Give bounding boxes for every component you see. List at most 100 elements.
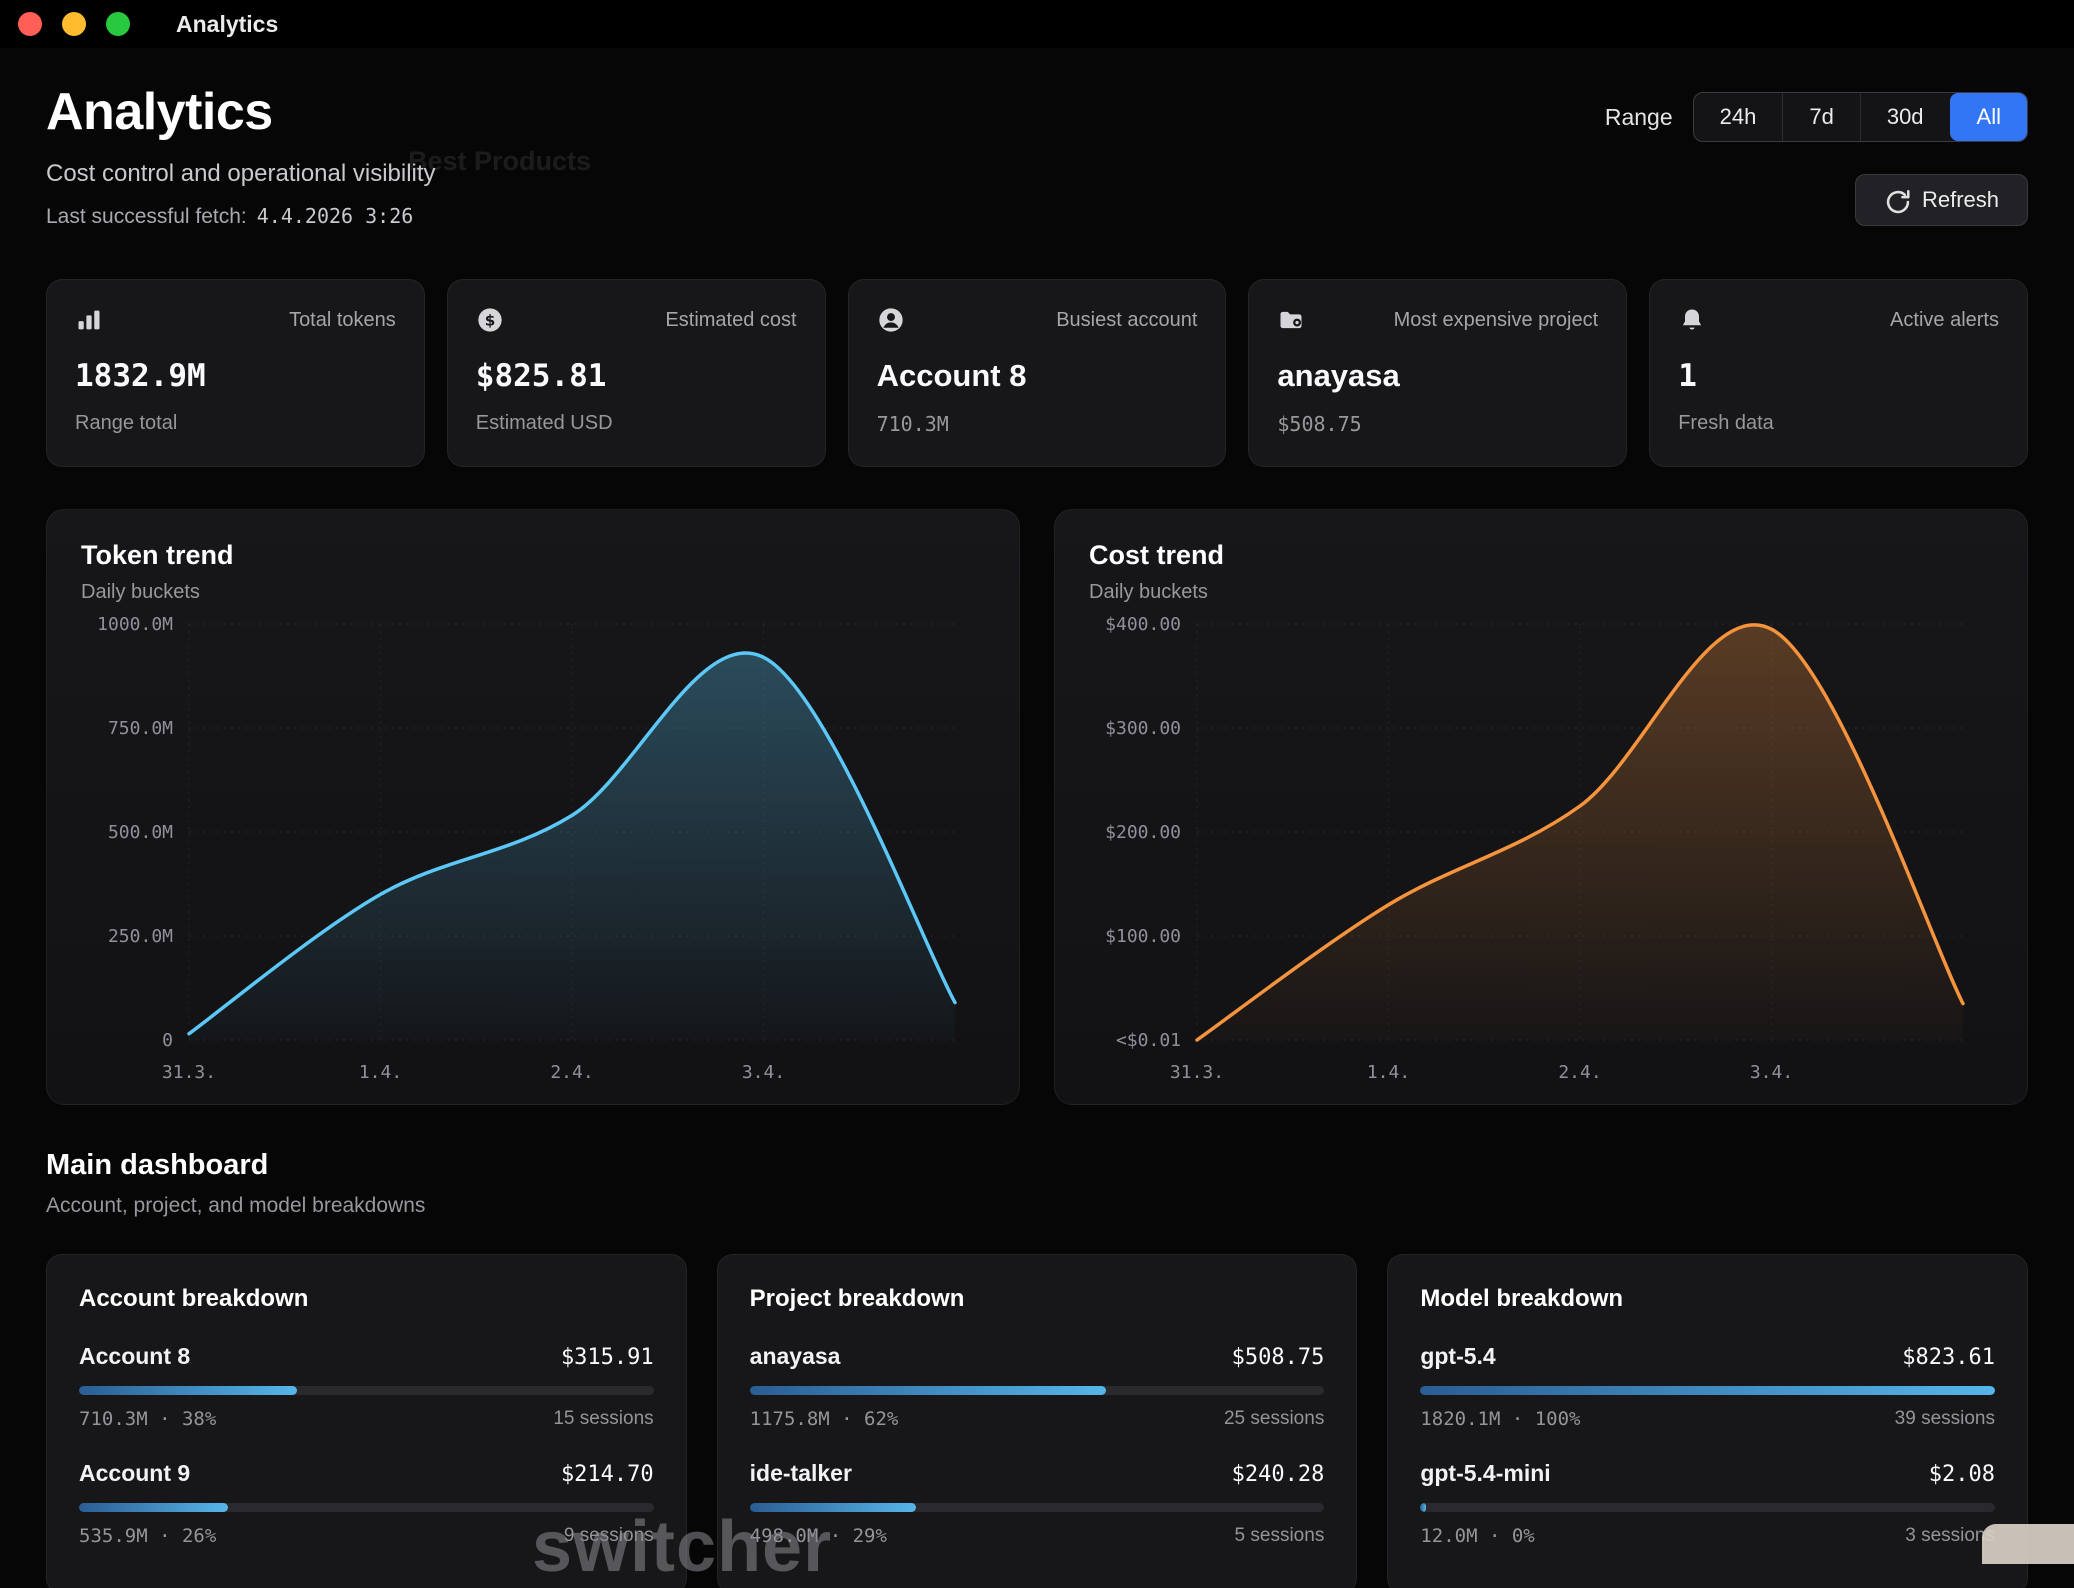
progress-fill: [750, 1386, 1106, 1395]
breakdown-row-account-9: Account 9 $214.70 535.9M · 26% 9 session…: [79, 1460, 654, 1547]
breakdown-item-amount: $240.28: [1232, 1462, 1325, 1487]
account-breakdown-card: Account breakdown Account 8 $315.91 710.…: [46, 1254, 687, 1588]
chart-subtitle: Daily buckets: [81, 581, 985, 604]
stat-sub: 710.3M: [877, 412, 1198, 436]
stat-value: 1832.9M: [75, 358, 396, 394]
dashboard-content: Analytics Cost control and operational v…: [0, 82, 2074, 1588]
window-title: Analytics: [176, 11, 278, 38]
progress-fill: [1420, 1503, 1426, 1512]
stat-sub: Range total: [75, 412, 396, 435]
chart-subtitle: Daily buckets: [1089, 581, 1993, 604]
page-subtitle: Cost control and operational visibility: [46, 160, 436, 188]
svg-text:<$0.01: <$0.01: [1116, 1030, 1181, 1051]
stat-value: Account 8: [877, 358, 1198, 394]
progress-fill: [750, 1503, 917, 1512]
breakdown-item-amount: $508.75: [1232, 1345, 1325, 1370]
svg-text:2.4.: 2.4.: [550, 1062, 593, 1083]
refresh-button[interactable]: Refresh: [1855, 174, 2028, 226]
minimize-window-button[interactable]: [62, 12, 86, 36]
stat-card-busiest-account: Busiest account Account 8 710.3M: [848, 279, 1227, 467]
close-window-button[interactable]: [18, 12, 42, 36]
refresh-label: Refresh: [1922, 187, 1999, 213]
breakdown-row-gpt-5-4-mini: gpt-5.4-mini $2.08 12.0M · 0% 3 sessions: [1420, 1460, 1995, 1547]
breakdown-item-meta: 498.0M · 29%: [750, 1525, 887, 1547]
last-fetch: Last successful fetch:4.4.2026 3:26: [46, 204, 436, 229]
breakdown-item-meta: 710.3M · 38%: [79, 1408, 216, 1430]
stat-sub: Estimated USD: [476, 412, 797, 435]
zoom-window-button[interactable]: [106, 12, 130, 36]
progress-track: [750, 1386, 1325, 1395]
range-option-7d[interactable]: 7d: [1782, 93, 1859, 141]
breakdown-title: Project breakdown: [750, 1285, 1325, 1313]
breakdown-row-anayasa: anayasa $508.75 1175.8M · 62% 25 session…: [750, 1343, 1325, 1430]
progress-fill: [79, 1503, 228, 1512]
breakdown-item-amount: $315.91: [561, 1345, 654, 1370]
breakdown-item-sessions: 25 sessions: [1224, 1408, 1324, 1430]
svg-text:0: 0: [162, 1030, 173, 1051]
person-icon: [877, 306, 905, 334]
breakdown-row: Account breakdown Account 8 $315.91 710.…: [46, 1254, 2028, 1588]
stat-label: Total tokens: [289, 309, 396, 332]
breakdown-item-name: ide-talker: [750, 1460, 852, 1487]
breakdown-item-meta: 12.0M · 0%: [1420, 1525, 1534, 1547]
svg-text:250.0M: 250.0M: [108, 926, 173, 947]
progress-track: [79, 1503, 654, 1512]
svg-text:1000.0M: 1000.0M: [97, 614, 173, 635]
svg-text:2.4.: 2.4.: [1558, 1062, 1601, 1083]
page-header: Analytics Cost control and operational v…: [46, 82, 2028, 229]
stat-card-total-tokens: Total tokens 1832.9M Range total: [46, 279, 425, 467]
svg-text:1.4.: 1.4.: [1367, 1062, 1410, 1083]
svg-text:31.3.: 31.3.: [1170, 1062, 1224, 1083]
breakdown-item-amount: $2.08: [1929, 1462, 1995, 1487]
stat-value: anayasa: [1277, 358, 1598, 394]
breakdown-item-amount: $214.70: [561, 1462, 654, 1487]
main-dashboard-title: Main dashboard: [46, 1149, 2028, 1182]
svg-text:$300.00: $300.00: [1105, 718, 1181, 739]
stat-label: Busiest account: [1056, 309, 1197, 332]
titlebar: Analytics: [0, 0, 2074, 48]
svg-text:$100.00: $100.00: [1105, 926, 1181, 947]
last-fetch-value: 4.4.2026 3:26: [257, 204, 414, 228]
svg-text:31.3.: 31.3.: [162, 1062, 216, 1083]
svg-text:500.0M: 500.0M: [108, 822, 173, 843]
token-trend-card: Token trend Daily buckets 0 250.0M 500.0M 7…: [46, 509, 1020, 1105]
model-breakdown-card: Model breakdown gpt-5.4 $823.61 1820.1M …: [1387, 1254, 2028, 1588]
range-option-24h[interactable]: 24h: [1694, 93, 1783, 141]
progress-fill: [79, 1386, 297, 1395]
svg-text:750.0M: 750.0M: [108, 718, 173, 739]
stat-value: 1: [1678, 358, 1999, 394]
breakdown-item-name: anayasa: [750, 1343, 841, 1370]
stat-card-most-expensive-project: Most expensive project anayasa $508.75: [1248, 279, 1627, 467]
page-header-left: Analytics Cost control and operational v…: [46, 82, 436, 229]
project-breakdown-card: Project breakdown anayasa $508.75 1175.8…: [717, 1254, 1358, 1588]
token-trend-plot: 0 250.0M 500.0M 750.0M 1000.0M 31.3. 1.4. 2.4. 3…: [81, 608, 985, 1088]
breakdown-row-ide-talker: ide-talker $240.28 498.0M · 29% 5 sessio…: [750, 1460, 1325, 1547]
range-segmented-control: 24h 7d 30d All: [1693, 92, 2028, 142]
chart-title: Token trend: [81, 540, 985, 571]
range-option-all[interactable]: All: [1950, 93, 2027, 141]
page-title: Analytics: [46, 82, 436, 142]
stat-sub: Fresh data: [1678, 412, 1999, 435]
range-option-30d[interactable]: 30d: [1860, 93, 1950, 141]
breakdown-item-sessions: 9 sessions: [564, 1525, 654, 1547]
breakdown-item-name: gpt-5.4: [1420, 1343, 1495, 1370]
range-row: Range 24h 7d 30d All: [1605, 92, 2028, 142]
svg-text:3.4.: 3.4.: [1750, 1062, 1793, 1083]
breakdown-item-sessions: 5 sessions: [1235, 1525, 1325, 1547]
svg-text:1.4.: 1.4.: [359, 1062, 402, 1083]
progress-track: [79, 1386, 654, 1395]
progress-track: [1420, 1503, 1995, 1512]
chart-title: Cost trend: [1089, 540, 1993, 571]
breakdown-item-meta: 535.9M · 26%: [79, 1525, 216, 1547]
cost-trend-plot: <$0.01 $100.00 $200.00 $300.00 $400.00 31.3. 1…: [1089, 608, 1993, 1088]
breakdown-item-meta: 1820.1M · 100%: [1420, 1408, 1580, 1430]
dollar-icon: $: [476, 306, 504, 334]
stat-label: Most expensive project: [1394, 309, 1599, 332]
svg-text:$400.00: $400.00: [1105, 614, 1181, 635]
svg-text:$200.00: $200.00: [1105, 822, 1181, 843]
breakdown-item-sessions: 15 sessions: [553, 1408, 653, 1430]
bar-chart-icon: [75, 306, 103, 334]
svg-text:3.4.: 3.4.: [742, 1062, 785, 1083]
breakdown-item-amount: $823.61: [1902, 1345, 1995, 1370]
